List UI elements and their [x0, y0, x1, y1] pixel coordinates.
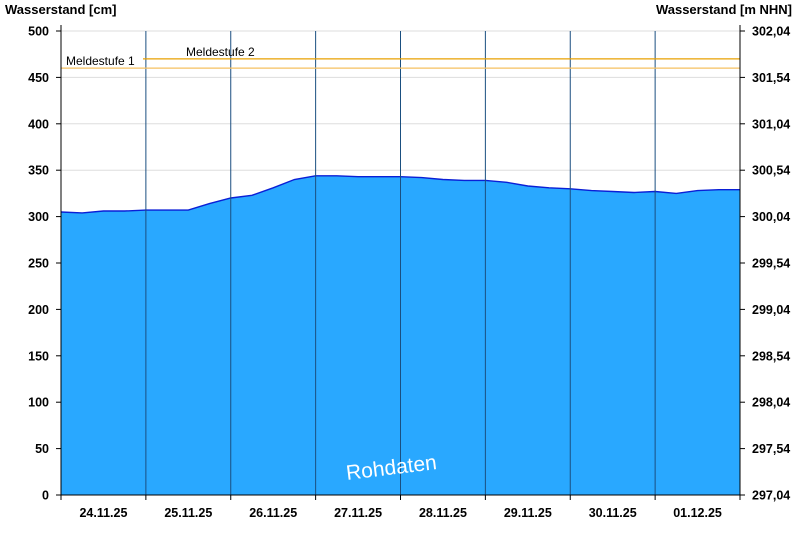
axes	[56, 25, 745, 500]
y-tick-label-left-200: 200	[28, 303, 49, 317]
y-tick-label-left-0: 0	[42, 489, 49, 503]
x-tick-label-6: 30.11.25	[589, 506, 637, 520]
threshold-label-1: Meldestufe 1	[66, 54, 135, 68]
tick-labels: 0 297,04 50 297,54 100 298,04 150 298,54 200 299,…	[28, 25, 790, 521]
y-tick-label-left-50: 50	[35, 442, 49, 456]
y-tick-label-right-1: 297,54	[752, 442, 790, 456]
y-axis-label-left: Wasserstand [cm]	[5, 2, 117, 17]
y-tick-label-right-5: 299,54	[752, 257, 790, 271]
y-tick-label-left-500: 500	[28, 25, 49, 39]
y-tick-label-left-100: 100	[28, 396, 49, 410]
y-tick-label-left-150: 150	[28, 349, 49, 363]
y-tick-label-right-9: 301,54	[752, 71, 790, 85]
x-tick-label-5: 29.11.25	[504, 506, 552, 520]
y-tick-label-left-300: 300	[28, 210, 49, 224]
y-tick-label-left-450: 450	[28, 71, 49, 85]
y-tick-label-right-0: 297,04	[752, 489, 790, 503]
day-separators	[145, 31, 656, 495]
y-tick-label-right-6: 300,04	[752, 210, 790, 224]
y-tick-label-right-8: 301,04	[752, 117, 790, 131]
threshold-label-2: Meldestufe 2	[186, 45, 255, 59]
y-tick-label-left-400: 400	[28, 117, 49, 131]
y-tick-label-right-7: 300,54	[752, 164, 790, 178]
threshold-lines: Meldestufe 1 Meldestufe 2	[61, 45, 740, 69]
y-tick-label-left-250: 250	[28, 257, 49, 271]
y-tick-label-right-4: 299,04	[752, 303, 790, 317]
x-tick-label-4: 28.11.25	[419, 506, 467, 520]
x-tick-label-2: 26.11.25	[249, 506, 297, 520]
y-tick-label-left-350: 350	[28, 164, 49, 178]
y-tick-label-right-10: 302,04	[752, 25, 790, 39]
y-tick-label-right-3: 298,54	[752, 349, 790, 363]
x-tick-label-7: 01.12.25	[673, 506, 722, 520]
y-tick-label-right-2: 298,04	[752, 396, 790, 410]
x-tick-label-1: 25.11.25	[164, 506, 212, 520]
y-axis-label-right: Wasserstand [m NHN]	[655, 2, 792, 17]
x-tick-label-0: 24.11.25	[79, 506, 127, 520]
x-tick-label-3: 27.11.25	[334, 506, 382, 520]
